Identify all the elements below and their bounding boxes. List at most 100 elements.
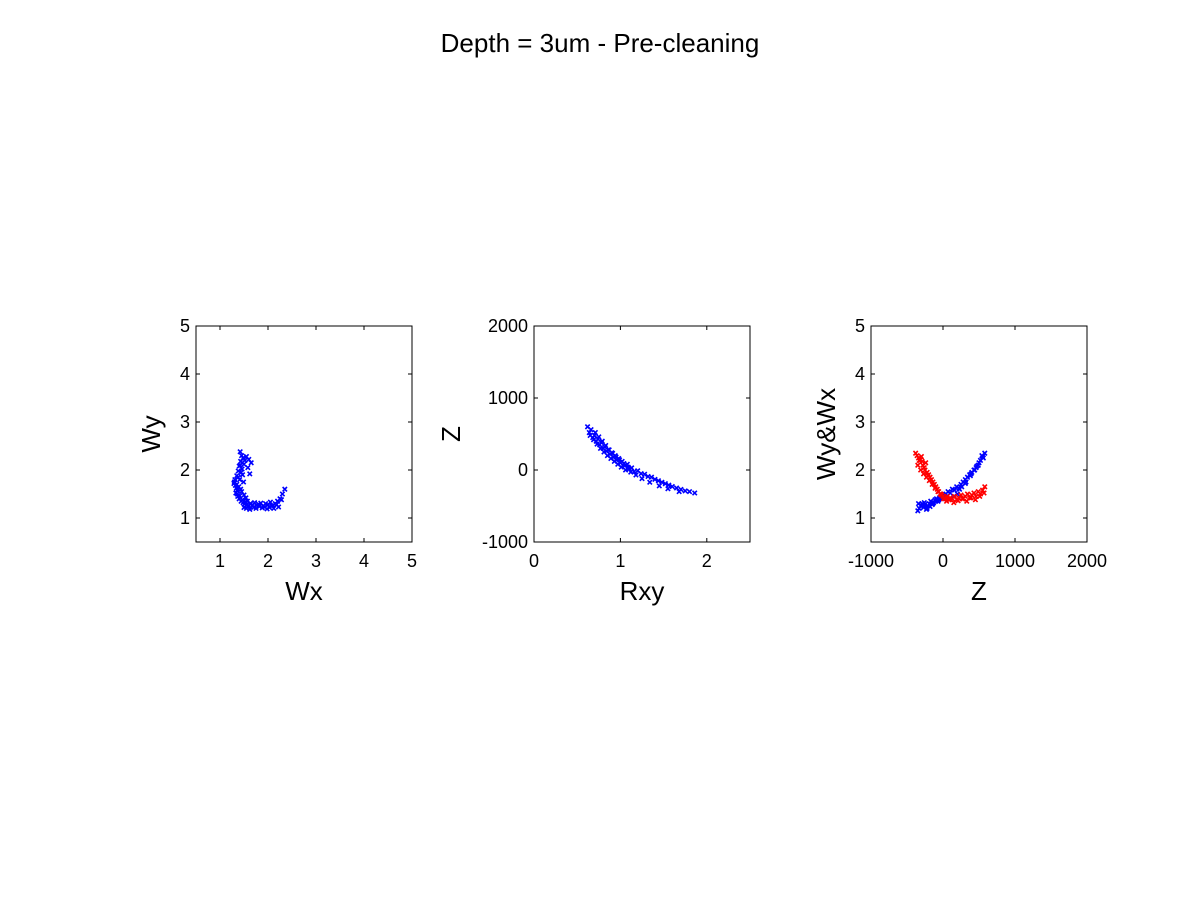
y-tick-label: 3	[180, 412, 190, 432]
data-point	[232, 476, 238, 483]
series-2	[912, 450, 988, 506]
data-point	[243, 495, 249, 501]
x-tick-label: 0	[529, 551, 539, 571]
x-tick-label: 3	[311, 551, 321, 571]
x-tick-label: 2000	[1067, 551, 1107, 571]
data-point	[959, 496, 966, 502]
x-tick-label: 4	[359, 551, 369, 571]
data-point	[691, 490, 698, 496]
data-point	[245, 464, 251, 471]
data-point	[925, 472, 931, 479]
series-1	[231, 448, 288, 513]
data-point	[972, 496, 979, 503]
data-point	[231, 480, 237, 487]
figure-title: Depth = 3um - Pre-cleaning	[440, 28, 760, 58]
y-tick-label: 0	[518, 460, 528, 480]
data-point	[656, 483, 663, 489]
x-tick-label: -1000	[848, 551, 894, 571]
data-point	[275, 504, 282, 510]
plot-frame	[195, 325, 413, 543]
data-point	[590, 436, 597, 443]
y-tick-label: 1000	[488, 388, 528, 408]
data-point	[951, 499, 957, 506]
y-tick-label: 2	[855, 460, 865, 480]
data-point	[248, 460, 254, 466]
data-point	[665, 485, 671, 492]
plot-frame	[870, 325, 1088, 543]
data-point	[648, 474, 655, 480]
y-tick-label: 5	[180, 316, 190, 336]
data-point	[971, 490, 977, 496]
data-point	[256, 503, 263, 510]
data-point	[246, 506, 253, 513]
data-point	[239, 460, 245, 466]
y-tick-label: 1	[180, 508, 190, 528]
data-point	[971, 467, 978, 473]
data-point	[968, 471, 974, 477]
y-tick-label: 5	[855, 316, 865, 336]
data-point	[979, 487, 986, 493]
plot-frame	[533, 325, 751, 543]
data-point	[587, 432, 593, 439]
y-tick-label: 2000	[488, 316, 528, 336]
data-point	[240, 479, 247, 485]
x-tick-label: 1	[215, 551, 225, 571]
y-tick-label: 3	[855, 412, 865, 432]
y-tick-label: -1000	[482, 532, 528, 552]
data-point	[944, 493, 951, 500]
data-point	[247, 500, 254, 507]
data-point	[938, 491, 944, 497]
data-point	[633, 472, 639, 478]
x-axis-label: Z	[971, 576, 987, 606]
data-point	[662, 480, 669, 487]
data-point	[935, 496, 942, 503]
data-point	[253, 505, 259, 512]
data-point	[933, 498, 939, 504]
data-point	[976, 460, 982, 466]
data-point	[594, 441, 600, 447]
y-tick-label: 4	[180, 364, 190, 384]
data-point	[918, 453, 925, 460]
x-tick-label: 2	[702, 551, 712, 571]
data-point	[974, 463, 980, 469]
data-point	[592, 429, 599, 436]
data-point	[655, 478, 662, 484]
data-point	[641, 471, 648, 478]
data-point	[981, 490, 987, 496]
data-point	[666, 482, 672, 488]
data-point	[235, 468, 242, 474]
x-tick-label: 5	[407, 551, 417, 571]
data-point	[682, 488, 688, 494]
data-point	[237, 448, 243, 455]
data-point	[964, 491, 971, 497]
data-point	[981, 484, 988, 490]
data-point	[943, 498, 950, 504]
panel-1: 1 2 3 4 5 1 2 3 4 5 Wx Wy	[136, 316, 417, 606]
data-point	[686, 488, 693, 495]
y-axis-label: Z	[436, 426, 466, 442]
data-point	[233, 485, 240, 492]
data-point	[639, 475, 645, 482]
x-tick-label: 2	[263, 551, 273, 571]
y-axis-label: Wy	[136, 415, 166, 452]
series-1	[584, 424, 698, 496]
x-axis-label: Wx	[285, 576, 323, 606]
data-point	[921, 499, 928, 506]
x-tick-label: 1	[615, 551, 625, 571]
data-point	[979, 452, 985, 459]
y-tick-label: 1	[855, 508, 865, 528]
data-point	[915, 462, 921, 468]
data-point	[919, 458, 925, 465]
panel-3: -1000 0 1000 2000 1 2 3 4 5 Z Wy&Wx	[811, 316, 1107, 606]
data-point	[951, 493, 958, 500]
data-point	[625, 464, 631, 470]
data-point	[922, 460, 929, 466]
data-point	[239, 472, 246, 478]
data-point	[976, 493, 983, 500]
data-point	[278, 496, 285, 503]
data-point	[955, 497, 961, 504]
y-tick-label: 4	[855, 364, 865, 384]
data-point	[602, 442, 609, 449]
